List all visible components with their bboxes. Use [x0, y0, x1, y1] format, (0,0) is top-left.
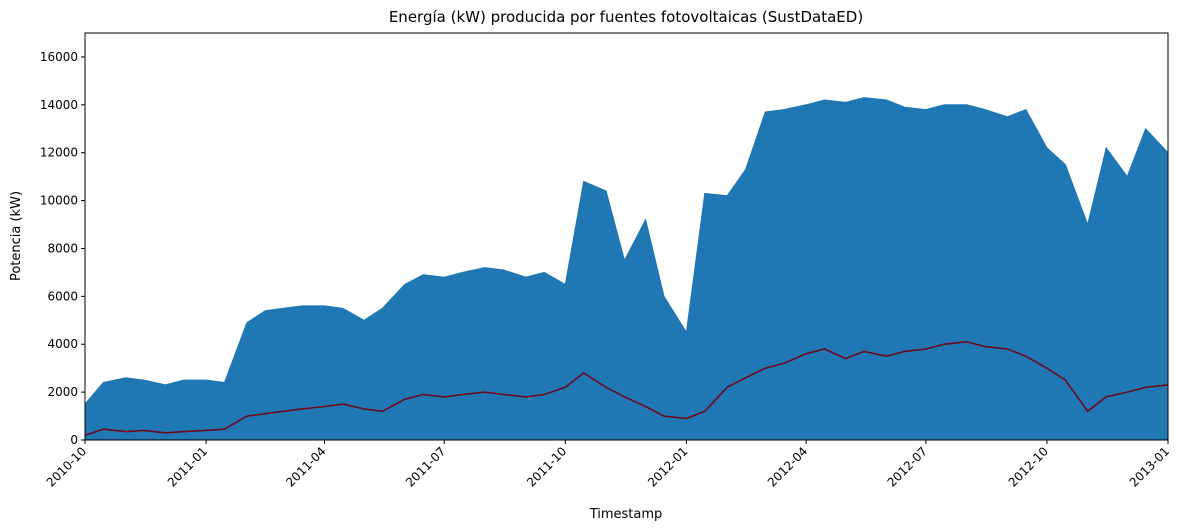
- y-tick-label: 4000: [47, 337, 78, 351]
- x-tick-label: 2013-01: [1127, 444, 1172, 489]
- y-tick-label: 6000: [47, 289, 78, 303]
- plot-area: [84, 97, 1169, 441]
- x-tick-label: 2011-01: [165, 444, 210, 489]
- daily-mean-line: [84, 340, 1169, 436]
- x-tick-label: 2012-01: [645, 444, 690, 489]
- y-tick-label: 2000: [47, 385, 78, 399]
- series-raw-measurements: [84, 97, 1169, 441]
- y-tick-label: 16000: [40, 50, 78, 64]
- series-daily-mean: [84, 340, 1169, 436]
- plot-frame: [84, 32, 1169, 441]
- y-tick-label: 8000: [47, 241, 78, 255]
- raw-measurements-band: [84, 97, 1169, 441]
- y-axis: 0 2000 4000 6000 8000 10000 12000 14000 16000: [40, 50, 85, 447]
- x-tick-label: 2011-10: [524, 444, 569, 489]
- x-tick-label: 2010-10: [44, 444, 89, 489]
- y-tick-label: 0: [70, 433, 78, 447]
- x-axis-label: Timestamp: [589, 507, 663, 522]
- chart-title: Energía (kW) producida por fuentes fotov…: [389, 8, 863, 26]
- y-tick-label: 10000: [40, 194, 78, 208]
- x-tick-label: 2012-07: [885, 444, 930, 489]
- y-tick-label: 14000: [40, 98, 78, 112]
- y-axis-label: Potencia (kW): [9, 191, 24, 281]
- x-tick-label: 2011-07: [403, 444, 448, 489]
- x-tick-label: 2012-10: [1006, 444, 1051, 489]
- x-tick-label: 2011-04: [283, 444, 328, 489]
- x-axis: 2010-10 2011-01 2011-04 2011-07 2011-10 2012-…: [44, 440, 1172, 490]
- x-tick-label: 2012-04: [765, 444, 810, 489]
- y-tick-label: 12000: [40, 146, 78, 160]
